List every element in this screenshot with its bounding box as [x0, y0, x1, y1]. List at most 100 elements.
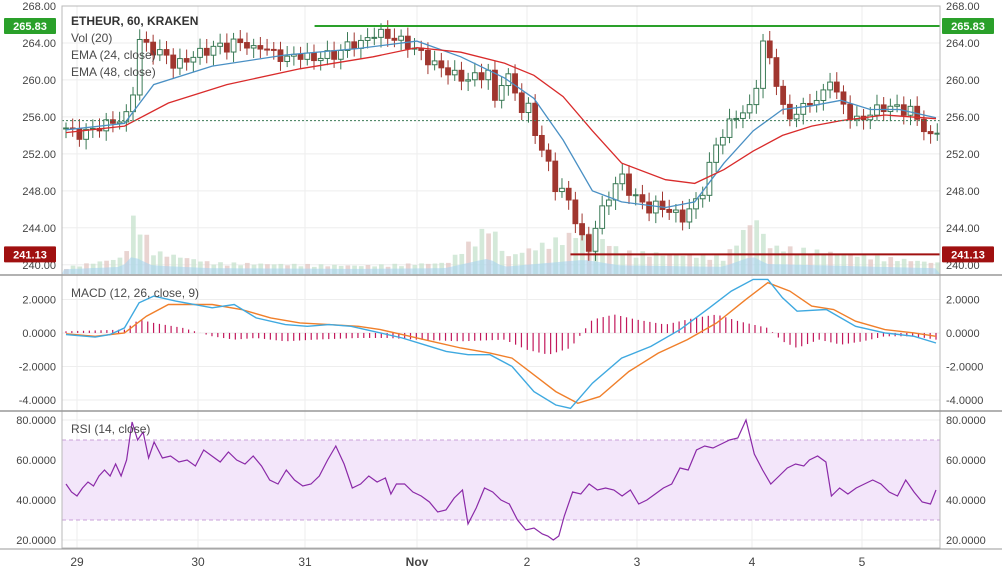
candle-body — [686, 208, 693, 223]
ema24-line — [65, 40, 937, 209]
macd-y-tick: 2.0000 — [946, 294, 980, 306]
volume-bar — [774, 245, 780, 274]
candle-body — [163, 49, 170, 56]
price-y-tick: 260.00 — [946, 75, 980, 87]
candle-body — [907, 105, 914, 116]
volume-bar — [854, 256, 860, 274]
candle-body — [532, 102, 539, 136]
volume-bar — [606, 245, 612, 274]
candle-body — [713, 144, 720, 163]
candle-body — [250, 45, 257, 49]
candle-body — [156, 49, 163, 56]
candle-body — [679, 209, 686, 223]
price-y-tick: 264.00 — [22, 38, 56, 50]
rsi-legend: RSI (14, close) — [71, 421, 150, 438]
candle-body — [920, 118, 927, 133]
candle-body — [927, 131, 934, 135]
candle-body — [726, 118, 733, 138]
volume-bar — [171, 254, 176, 274]
candle-body — [585, 234, 592, 252]
volume-bar — [653, 252, 659, 274]
candle-body — [699, 194, 706, 200]
volume-bar — [553, 237, 558, 274]
volume-bar — [151, 255, 156, 274]
candle-body — [605, 199, 612, 207]
volume-bar — [539, 242, 545, 274]
candle-body — [525, 102, 532, 114]
candle-body — [833, 81, 840, 93]
candle-body — [592, 227, 599, 252]
candle-body — [786, 103, 793, 120]
volume-bar — [157, 251, 163, 274]
candle-body — [170, 54, 177, 69]
candle-body — [190, 56, 197, 63]
volume-bar — [694, 257, 699, 274]
volume-bar — [479, 228, 485, 274]
volume-bar — [828, 251, 833, 274]
rsi-band — [62, 440, 940, 520]
candle-body — [760, 40, 766, 89]
candle-body — [203, 47, 210, 56]
volume-bar — [559, 245, 565, 274]
ema48-label: EMA (48, close) — [71, 65, 156, 79]
candle-body — [177, 58, 183, 69]
volume-bar — [110, 259, 116, 274]
candle-body — [237, 38, 244, 44]
candle-body — [478, 72, 485, 81]
volume-bar — [519, 252, 525, 274]
x-tick-label: 2 — [524, 555, 531, 569]
candle-body — [572, 199, 579, 225]
macd-legend: MACD (12, 26, close, 9) — [71, 285, 199, 302]
macd-label: MACD (12, 26, close, 9) — [71, 286, 200, 300]
volume-ma-area — [62, 257, 940, 274]
price-y-tick: 244.00 — [22, 223, 56, 235]
candle-body — [538, 134, 545, 151]
candle-body — [110, 119, 116, 124]
volume-bar — [137, 234, 143, 274]
candle-body — [223, 42, 230, 53]
macd-y-tick: -4.0000 — [946, 395, 983, 407]
candle-body — [780, 85, 787, 105]
candle-body — [304, 52, 311, 60]
volume-bar — [807, 254, 813, 274]
low-price-tag-left-text: 241.13 — [13, 249, 47, 261]
candle-body — [492, 69, 498, 101]
volume-bar — [218, 262, 223, 274]
candle-body — [619, 173, 626, 185]
volume-bar — [834, 253, 840, 274]
candle-body — [498, 85, 505, 101]
candle-body — [840, 91, 847, 105]
plot-frame — [61, 5, 941, 549]
candle-body — [706, 161, 713, 196]
candle-body — [626, 173, 632, 196]
volume-bar — [526, 248, 532, 274]
volume-bar — [513, 254, 518, 274]
macd-line — [65, 278, 937, 410]
candle-body — [693, 198, 699, 210]
volume-bar — [231, 262, 237, 274]
volume-bar — [734, 245, 739, 274]
high-price-tag-right — [942, 18, 994, 35]
volume-bar — [740, 229, 746, 274]
low-price-tag-right-text: 241.13 — [951, 249, 985, 261]
candle-body — [364, 37, 371, 41]
volume-bar — [915, 260, 920, 274]
price-y-tick: 252.00 — [22, 149, 56, 161]
candle-body — [458, 69, 465, 82]
volume-bar — [459, 253, 465, 274]
volume-bar — [754, 220, 760, 274]
volume-bar — [767, 248, 773, 274]
candle-body — [358, 39, 364, 49]
rsi-y-tick: 20.0000 — [16, 535, 56, 547]
candle-body — [753, 87, 760, 106]
volume-bar — [97, 261, 103, 274]
volume-bar — [104, 260, 109, 274]
candle-body — [337, 49, 344, 60]
candle-body — [270, 48, 277, 51]
candle-body — [847, 103, 854, 121]
volume-bar — [714, 255, 719, 274]
volume-bar — [687, 254, 693, 274]
x-tick-label: 30 — [191, 555, 205, 569]
candle-body — [659, 200, 666, 210]
